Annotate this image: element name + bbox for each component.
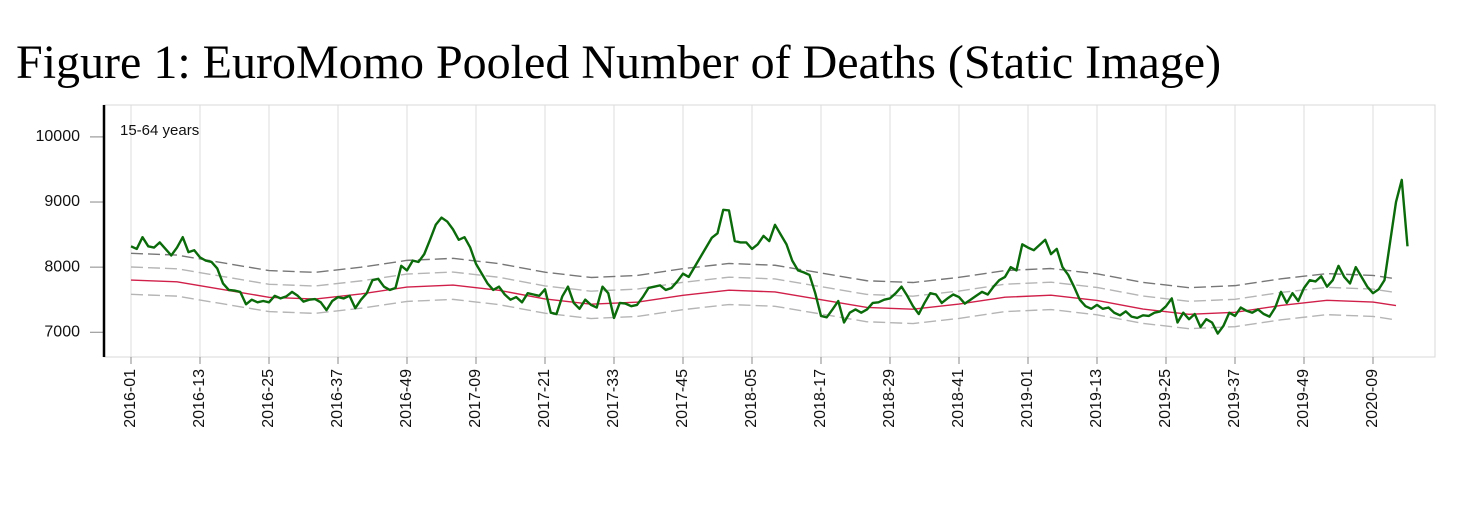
- x-tick-label: 2019-37: [1226, 369, 1243, 428]
- x-tick-label: 2016-25: [260, 369, 277, 428]
- annotation: 15-64 years: [120, 122, 199, 139]
- x-tick-label: 2016-37: [329, 369, 346, 428]
- x-tick-label: 2019-13: [1088, 369, 1105, 428]
- x-tick-label: 2019-49: [1295, 369, 1312, 428]
- y-tick-label: 9000: [44, 193, 80, 210]
- x-tick-label: 2016-01: [122, 369, 139, 428]
- x-tick-label: 2018-17: [812, 369, 829, 428]
- x-tick-label: 2019-01: [1019, 369, 1036, 428]
- y-tick-label: 10000: [36, 128, 81, 145]
- series-line: [130, 252, 1397, 289]
- y-tick-label: 7000: [44, 323, 80, 340]
- y-tick-label: 8000: [44, 258, 80, 275]
- x-tick-label: 2017-21: [536, 369, 553, 428]
- x-tick-label: 2018-05: [743, 369, 760, 428]
- x-tick-label: 2020-09: [1364, 369, 1381, 428]
- x-tick-label: 2018-29: [881, 369, 898, 428]
- x-tick-label: 2018-41: [950, 369, 967, 428]
- series-line: [130, 293, 1397, 330]
- x-tick-label: 2017-33: [605, 369, 622, 428]
- x-tick-label: 2019-25: [1157, 369, 1174, 428]
- x-tick-label: 2016-49: [398, 369, 415, 428]
- x-tick-label: 2016-13: [191, 369, 208, 428]
- x-tick-label: 2017-09: [467, 369, 484, 428]
- series-line: [130, 178, 1409, 335]
- series-line: [130, 279, 1397, 316]
- series-line: [130, 266, 1397, 303]
- x-tick-label: 2017-45: [674, 369, 691, 428]
- chart-title: Figure 1: EuroMomo Pooled Number of Deat…: [16, 36, 1221, 89]
